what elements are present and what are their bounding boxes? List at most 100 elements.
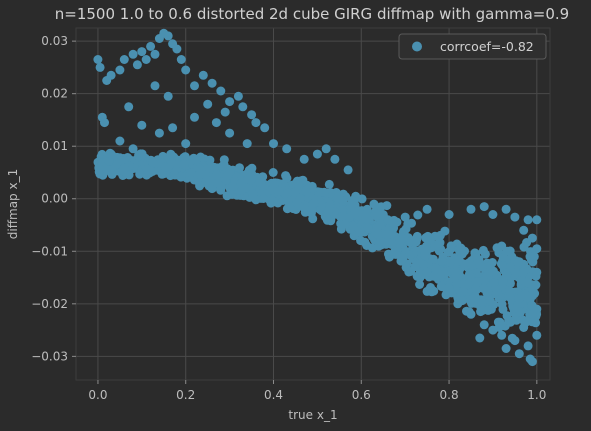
data-point [119, 163, 129, 173]
data-point [357, 194, 367, 204]
data-point [281, 171, 291, 181]
data-point [128, 49, 138, 59]
data-point [362, 214, 372, 224]
data-point [446, 241, 456, 251]
data-point [466, 204, 476, 214]
data-point [211, 118, 221, 128]
data-point [378, 210, 388, 219]
data-point [383, 237, 393, 247]
data-point [435, 238, 445, 248]
data-point [477, 297, 487, 307]
data-point [163, 91, 173, 101]
data-point [478, 245, 488, 255]
data-point [532, 244, 542, 254]
y-tick-label: 0.00 [41, 192, 68, 206]
data-point [168, 123, 178, 133]
data-point [476, 307, 486, 317]
data-point [190, 112, 199, 122]
data-point [324, 204, 334, 214]
data-point [473, 277, 482, 287]
legend-box [398, 33, 547, 60]
data-point [93, 55, 103, 64]
data-point [497, 241, 507, 251]
data-point [148, 158, 158, 168]
data-point [293, 179, 303, 189]
data-point [203, 99, 213, 109]
data-points [93, 28, 542, 367]
data-point [532, 330, 542, 340]
data-point [251, 118, 261, 128]
data-point [453, 299, 463, 309]
data-point [247, 110, 257, 120]
data-point [347, 196, 357, 206]
data-point [95, 62, 105, 72]
data-point [115, 136, 125, 146]
data-point [154, 128, 164, 138]
data-point [485, 296, 495, 306]
data-point [488, 266, 498, 276]
data-point [398, 253, 408, 262]
data-point [435, 272, 445, 282]
data-point [422, 267, 432, 277]
data-point [523, 215, 533, 225]
data-point [431, 263, 441, 273]
data-point [463, 279, 473, 289]
data-point [464, 269, 474, 279]
data-point [498, 276, 508, 286]
data-point [255, 178, 265, 188]
data-point [124, 102, 134, 112]
data-point [238, 102, 248, 112]
data-point [510, 212, 520, 222]
data-point [483, 305, 493, 315]
data-point [242, 139, 252, 149]
data-point [410, 262, 420, 272]
data-point [470, 292, 480, 301]
data-point [195, 169, 205, 179]
data-point [157, 169, 167, 179]
data-point [451, 267, 461, 277]
data-point [160, 162, 170, 172]
data-point [375, 219, 385, 229]
data-point [413, 210, 423, 220]
data-point [497, 330, 507, 340]
data-point [166, 149, 176, 159]
data-point [163, 31, 173, 41]
data-point [506, 293, 516, 303]
data-point [141, 55, 151, 64]
data-point [248, 190, 258, 200]
data-point [186, 156, 196, 165]
data-point [100, 118, 109, 128]
data-point [198, 70, 208, 80]
y-tick-label: 0.02 [41, 87, 68, 101]
data-point [132, 60, 142, 70]
y-tick-label: 0.01 [41, 139, 68, 153]
data-point [312, 149, 322, 159]
data-point [236, 178, 246, 188]
data-point [142, 164, 152, 174]
data-point [268, 168, 278, 177]
data-point [519, 225, 529, 235]
data-point [128, 144, 138, 154]
data-point [506, 262, 515, 272]
data-point [274, 186, 284, 196]
data-point [422, 245, 432, 255]
data-point [415, 273, 425, 283]
data-point [453, 255, 463, 265]
data-point [150, 49, 160, 59]
x-tick-label: 0.2 [176, 388, 195, 402]
data-point [523, 341, 533, 351]
data-point [363, 223, 373, 233]
data-point [415, 280, 425, 289]
data-point [498, 260, 507, 270]
data-point [225, 97, 235, 107]
data-point [170, 170, 179, 180]
data-point [400, 212, 410, 222]
data-point [260, 123, 270, 133]
data-point [106, 149, 116, 159]
data-point [516, 275, 526, 285]
data-point [319, 187, 329, 197]
data-point [348, 221, 358, 231]
data-point [409, 236, 419, 245]
data-point [283, 188, 293, 198]
data-point [479, 202, 489, 212]
